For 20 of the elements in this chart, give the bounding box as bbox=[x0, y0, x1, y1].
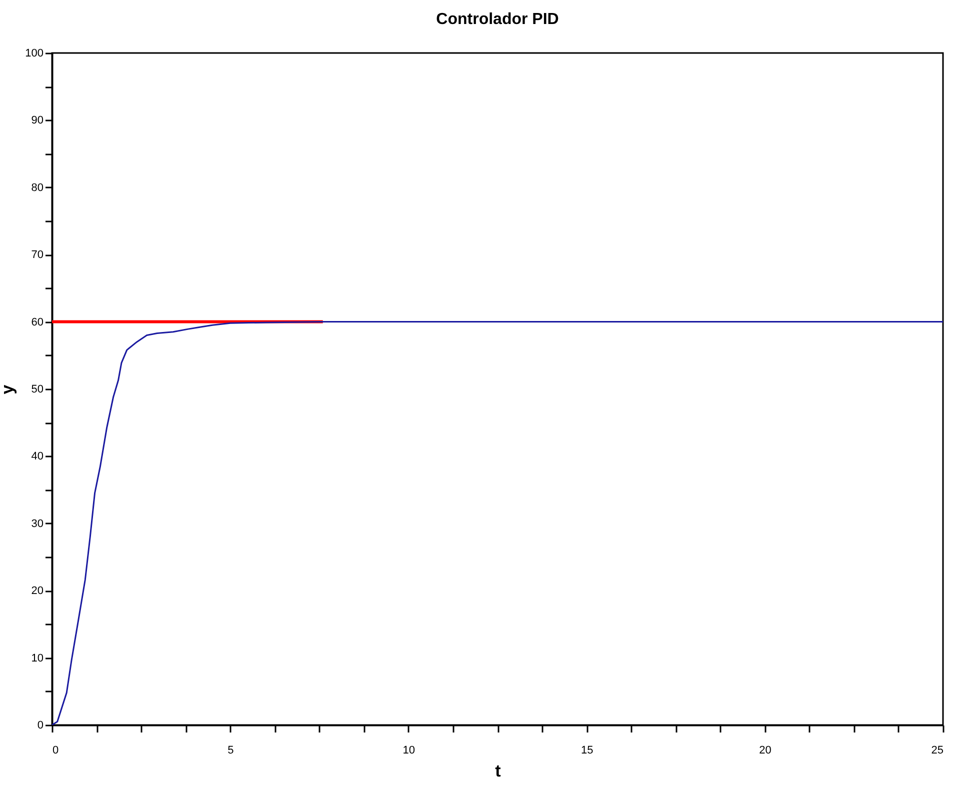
y-tick-label: 20 bbox=[31, 585, 44, 598]
y-tick-label: 80 bbox=[31, 182, 44, 194]
x-tick-label: 20 bbox=[759, 744, 772, 756]
x-tick-label: 15 bbox=[580, 744, 594, 756]
x-tick-label: 25 bbox=[931, 744, 944, 756]
x-tick-label: 0 bbox=[52, 744, 59, 756]
y-tick-label: 10 bbox=[31, 652, 44, 664]
y-tick-label: 60 bbox=[31, 316, 44, 328]
y-tick-label: 70 bbox=[31, 249, 44, 262]
y-tick-label: 0 bbox=[37, 720, 44, 732]
x-tick-label: 10 bbox=[402, 744, 416, 756]
y-tick-label: 50 bbox=[31, 384, 44, 396]
y-axis-title: y bbox=[0, 384, 18, 394]
chart-title: Controlador PID bbox=[436, 11, 559, 28]
y-tick-label: 30 bbox=[31, 518, 44, 530]
x-axis-title: t bbox=[495, 762, 502, 780]
y-tick-label: 100 bbox=[25, 48, 44, 60]
x-tick-label: 5 bbox=[228, 744, 234, 756]
y-tick-label: 40 bbox=[31, 450, 44, 463]
y-tick-label: 90 bbox=[31, 114, 44, 127]
